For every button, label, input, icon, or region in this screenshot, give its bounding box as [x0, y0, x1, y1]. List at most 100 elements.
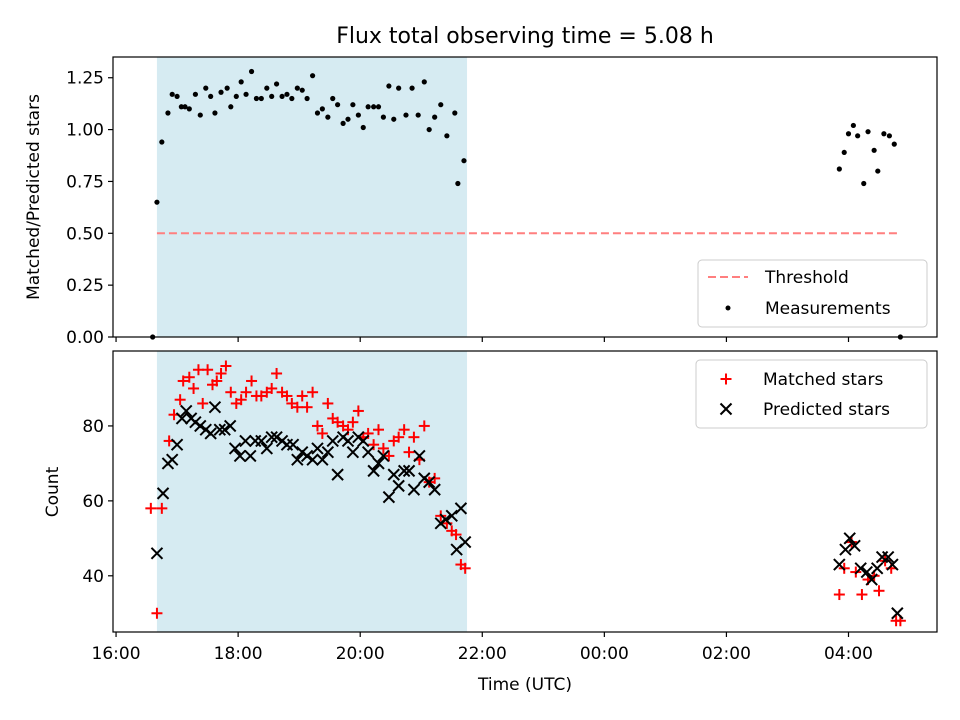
measurement-point	[203, 85, 209, 91]
matched-point	[183, 371, 195, 383]
measurement-point	[850, 122, 856, 129]
predicted-point	[833, 558, 846, 571]
predicted-point	[291, 453, 304, 466]
measurement-point	[409, 85, 415, 91]
measurement-point	[444, 133, 450, 139]
matched-point	[235, 394, 247, 406]
cross-stroke	[300, 449, 314, 463]
x-tick-label: 18:00	[214, 644, 263, 664]
predicted-point	[865, 573, 878, 586]
cross-stroke	[361, 445, 375, 459]
matched-point	[197, 397, 209, 409]
predicted-point	[321, 445, 335, 459]
cross-stroke	[244, 449, 257, 463]
matched-point	[220, 360, 232, 372]
predicted-point	[881, 550, 895, 564]
predicted-point	[175, 412, 189, 425]
measurement-point	[355, 112, 361, 118]
top-y-tick-label: 1.25	[66, 69, 104, 89]
cross-stroke	[194, 419, 207, 433]
matched-point	[202, 364, 214, 376]
matched-point	[271, 367, 283, 379]
cross-stroke	[233, 449, 247, 463]
measurement-point	[345, 116, 351, 122]
measurement-point	[455, 180, 461, 187]
predicted-point	[413, 449, 426, 463]
measurement-point	[452, 110, 458, 116]
bottom-panel: 40 60 80 16:00 18:00 20:00 22:00 00:00 02:00 04:…	[43, 350, 938, 695]
top-y-tick-label: 0.25	[66, 276, 104, 296]
predicted-point	[306, 453, 319, 466]
matched-point	[301, 401, 313, 413]
bottom-plot-frame	[112, 350, 938, 633]
measurement-point	[314, 110, 321, 116]
measurement-point	[165, 110, 171, 116]
cross-stroke	[445, 509, 458, 523]
matched-point	[266, 382, 278, 394]
cross-stroke	[891, 607, 904, 620]
measurement-point	[861, 180, 867, 187]
predicted-point	[422, 475, 436, 489]
measurement-point	[350, 102, 356, 108]
measurement-point	[212, 110, 218, 116]
x-tick-label: 00:00	[580, 644, 629, 664]
cross-stroke	[886, 558, 899, 571]
matched-point	[459, 562, 471, 574]
cross-stroke	[428, 483, 441, 496]
cross-stroke	[397, 464, 411, 478]
matched-point	[403, 446, 415, 458]
cross-stroke	[346, 445, 360, 459]
cross-stroke	[881, 550, 895, 564]
cross-stroke	[204, 427, 217, 440]
measurement-point	[269, 93, 275, 100]
measurement-point	[855, 133, 861, 139]
cross-stroke	[150, 547, 164, 560]
cross-stroke	[218, 423, 231, 436]
cross-stroke	[402, 464, 416, 478]
measurement-point	[875, 168, 881, 174]
matched-point	[429, 472, 441, 484]
predicted-point	[377, 449, 390, 463]
x-tick-label: 16:00	[92, 644, 141, 664]
matched-point	[322, 397, 334, 409]
measurement-point	[284, 91, 290, 97]
measurement-point	[159, 139, 165, 145]
predicted-point	[208, 400, 222, 414]
measurement-point	[154, 199, 160, 205]
matched-point	[450, 529, 462, 541]
measurement-point	[371, 104, 377, 110]
matched-point	[281, 390, 293, 402]
matched-legend-marker	[720, 373, 732, 385]
cross-stroke	[170, 438, 184, 451]
cross-stroke	[260, 442, 274, 455]
measurement-point	[886, 133, 892, 139]
matched-point	[156, 502, 168, 514]
predicted-point	[346, 445, 360, 459]
predicted-point	[150, 547, 164, 560]
cross-stroke	[208, 400, 222, 414]
cross-stroke	[223, 419, 237, 433]
predicted-points	[150, 400, 904, 620]
matched-point	[211, 375, 223, 387]
cross-stroke	[422, 475, 436, 489]
cross-stroke	[719, 402, 733, 416]
predicted-point	[204, 427, 217, 440]
cross-stroke	[870, 562, 884, 575]
measurement-point	[233, 93, 239, 100]
predicted-point	[870, 562, 884, 575]
predicted-point	[860, 565, 874, 579]
cross-stroke	[321, 445, 335, 459]
measurement-point	[841, 149, 847, 156]
matched-point	[246, 375, 258, 387]
x-tick-label: 02:00	[702, 644, 751, 664]
measurement-point	[421, 79, 427, 85]
matched-point	[393, 431, 405, 443]
cross-stroke	[413, 449, 426, 463]
predicted-point	[156, 487, 170, 500]
measurement-point	[340, 120, 346, 126]
measurement-point	[192, 91, 198, 97]
matched-point	[296, 390, 308, 402]
measurement-point	[197, 112, 203, 118]
predicted-point	[428, 483, 441, 496]
predicted-legend-swatch	[719, 402, 733, 416]
